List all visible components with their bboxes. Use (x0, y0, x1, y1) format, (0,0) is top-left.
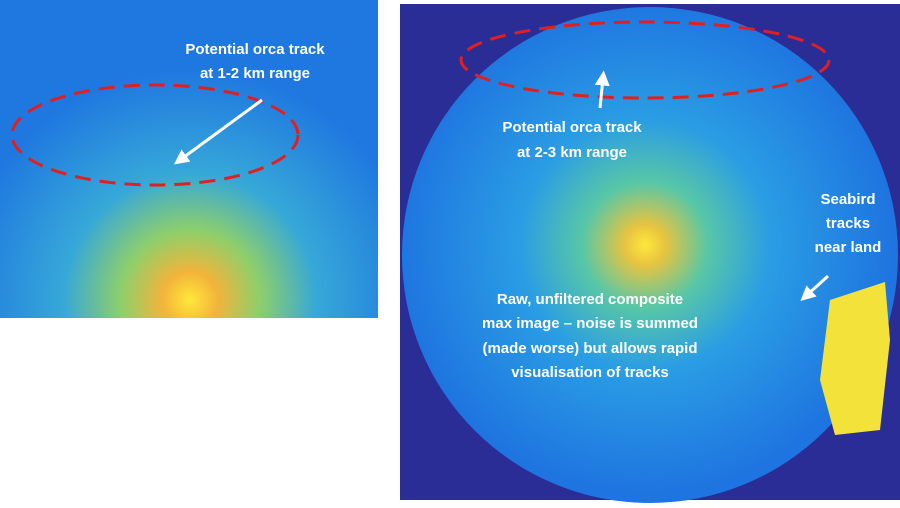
left-panel: Potential orca track at 1-2 km range (0, 0, 378, 318)
arrow (594, 70, 610, 109)
caption: Raw, unfiltered composite (497, 291, 683, 308)
caption: visualisation of tracks (511, 364, 669, 381)
annotation: tracks (826, 215, 870, 232)
highlight-ellipse (10, 83, 300, 187)
annotation: Potential orca track (185, 41, 325, 58)
annotation: at 1-2 km range (200, 65, 310, 82)
annotation: Potential orca track (502, 119, 642, 136)
radar-image (402, 7, 898, 503)
annotation: near land (815, 239, 882, 256)
highlight-ellipse (459, 20, 831, 100)
land (820, 282, 890, 435)
arrow (800, 274, 830, 302)
annotation: at 2-3 km range (517, 144, 627, 161)
arrow (173, 98, 263, 165)
caption: (made worse) but allows rapid (482, 340, 697, 357)
annotation: Seabird (820, 191, 875, 208)
caption: max image – noise is summed (482, 315, 698, 332)
right-panel: Potential orca track at 2-3 km range Sea… (400, 4, 900, 503)
